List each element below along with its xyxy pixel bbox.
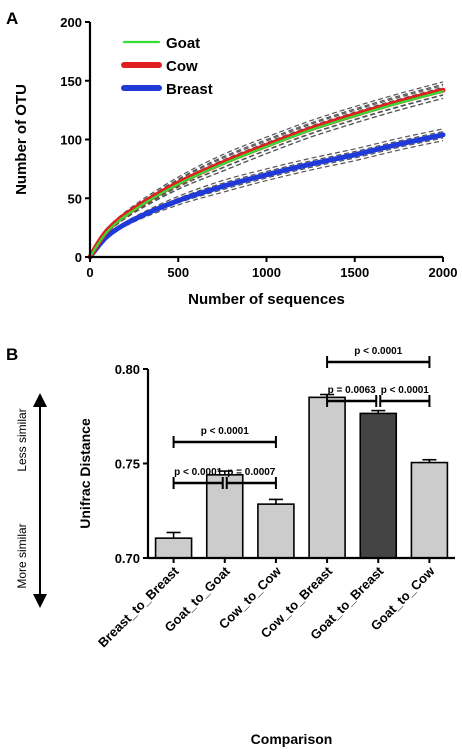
legend-label-breast: Breast (166, 81, 213, 98)
panel-a-y-label: Number of OTU (13, 84, 30, 195)
confidence-band-line (89, 83, 444, 258)
legend-label-goat: Goat (166, 35, 200, 52)
panel-a-y-tick-label: 100 (60, 133, 82, 148)
panel-a-x-tick-label: 2000 (429, 265, 458, 280)
confidence-band-line (89, 94, 444, 258)
bar-goat-to-goat (205, 474, 244, 559)
confidence-band-line (89, 140, 444, 258)
p-value-label: p < 0.0001 (381, 385, 430, 396)
panel-b-y-tick-label: 0.70 (115, 551, 140, 566)
series-line-goat (88, 90, 445, 259)
panel-a-x-label: Number of sequences (188, 291, 345, 308)
arrow-head-up (33, 393, 47, 407)
p-value-label: p = 0.0063 (328, 385, 377, 396)
bar-cow-to-breast (308, 396, 346, 559)
legend-label-cow: Cow (166, 58, 198, 75)
confidence-band-line (89, 97, 444, 258)
p-value-label: p < 0.0001 (174, 467, 223, 478)
panel-b-y-tick-label: 0.80 (115, 362, 140, 377)
bar-breast-to-breast (154, 537, 193, 559)
arrow-head-down (33, 594, 47, 608)
panel-b-y-tick-label: 0.75 (115, 457, 140, 472)
panel-a-x-tick-label: 500 (167, 265, 189, 280)
p-value-label: p = 0.0007 (227, 467, 276, 478)
panel-b-y-label: Unifrac Distance (77, 418, 93, 529)
more-similar-label: More similar (15, 523, 29, 588)
similarity-arrow (33, 393, 47, 608)
confidence-band-line (89, 137, 444, 258)
panel-a-x-tick-label: 1000 (252, 265, 281, 280)
panel-b: B Less similar More similar 0.70 0.75 0.80… (6, 345, 455, 747)
panel-a-letter: A (6, 9, 18, 28)
bar-cow-to-cow (257, 503, 295, 559)
panel-a-y-tick-label: 150 (60, 74, 82, 89)
series-line-breast (87, 132, 446, 260)
p-value-label: p < 0.0001 (354, 346, 403, 357)
panel-a-legend: Goat Cow Breast (121, 35, 213, 98)
less-similar-label: Less similar (15, 408, 29, 471)
bar-goat-to-cow (410, 461, 449, 559)
panel-a: A 0 50 100 150 200 0 500 1000 1500 2000 Number o… (6, 9, 457, 308)
panel-a-x-tick-label: 1500 (340, 265, 369, 280)
confidence-band-line (89, 86, 444, 258)
panel-a-y-tick-label: 200 (60, 15, 82, 30)
bar-goat-to-breast (359, 412, 398, 559)
confidence-band-line (89, 97, 444, 258)
panel-a-x-tick-label: 0 (86, 265, 93, 280)
panel-a-y-tick-label: 50 (68, 191, 82, 206)
panel-b-x-label: Comparison (251, 731, 333, 747)
p-value-label: p < 0.0001 (201, 426, 250, 437)
panel-b-letter: B (6, 345, 18, 364)
panel-b-x-tick-label: Breast_to_Breast (95, 563, 182, 650)
panel-a-y-tick-label: 0 (75, 250, 82, 265)
